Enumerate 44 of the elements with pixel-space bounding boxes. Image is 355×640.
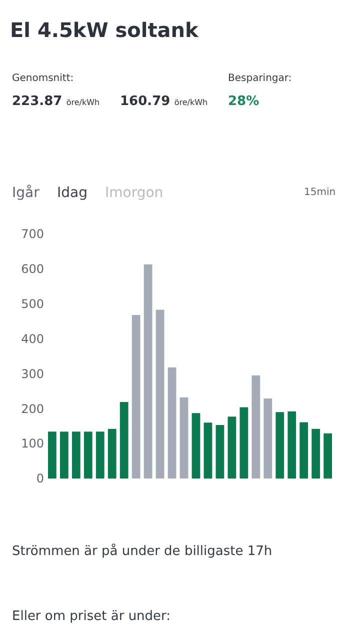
text: Idag [57,185,88,201]
bar [288,411,296,478]
text: Besparingar: [228,73,292,84]
chart-title: El 4.5kW soltank [10,18,200,42]
y-tick-label: 200 [21,402,44,416]
bar [216,425,224,478]
y-tick-label: 100 [21,436,44,451]
bar [168,367,176,478]
bar [324,433,332,478]
bar [144,264,152,478]
y-tick-label: 0 [36,472,44,486]
text: 28% [228,94,260,109]
text: 15min [304,187,336,198]
bar [72,432,80,478]
y-tick-label: 500 [21,296,44,311]
bar [96,432,104,478]
text: Genomsnitt: [12,73,74,84]
y-tick-label: 700 [21,227,44,242]
bar [60,432,68,478]
y-tick-label: 300 [21,366,44,381]
bar [156,310,164,478]
text: Imorgon [105,185,164,201]
bar [84,432,92,478]
bar [264,398,272,478]
y-tick-label: 400 [21,332,44,346]
bar [108,428,116,478]
y-tick-label: 600 [21,262,44,276]
bar [204,422,212,478]
bar [252,375,260,478]
bar [276,412,284,478]
bar [180,397,188,478]
bar [192,413,200,478]
bar [228,416,236,478]
bar [300,422,308,478]
bar [240,407,248,478]
bar [312,428,320,478]
text: Igår [12,184,40,201]
bar [120,402,128,478]
text: 223.87 öre/kWh [12,94,100,109]
text: 160.79 öre/kWh [120,94,208,109]
text: Eller om priset är under: [12,609,171,624]
bar [132,314,140,478]
text: Strömmen är på under de billigaste 17h [12,543,272,559]
bar [48,432,56,478]
